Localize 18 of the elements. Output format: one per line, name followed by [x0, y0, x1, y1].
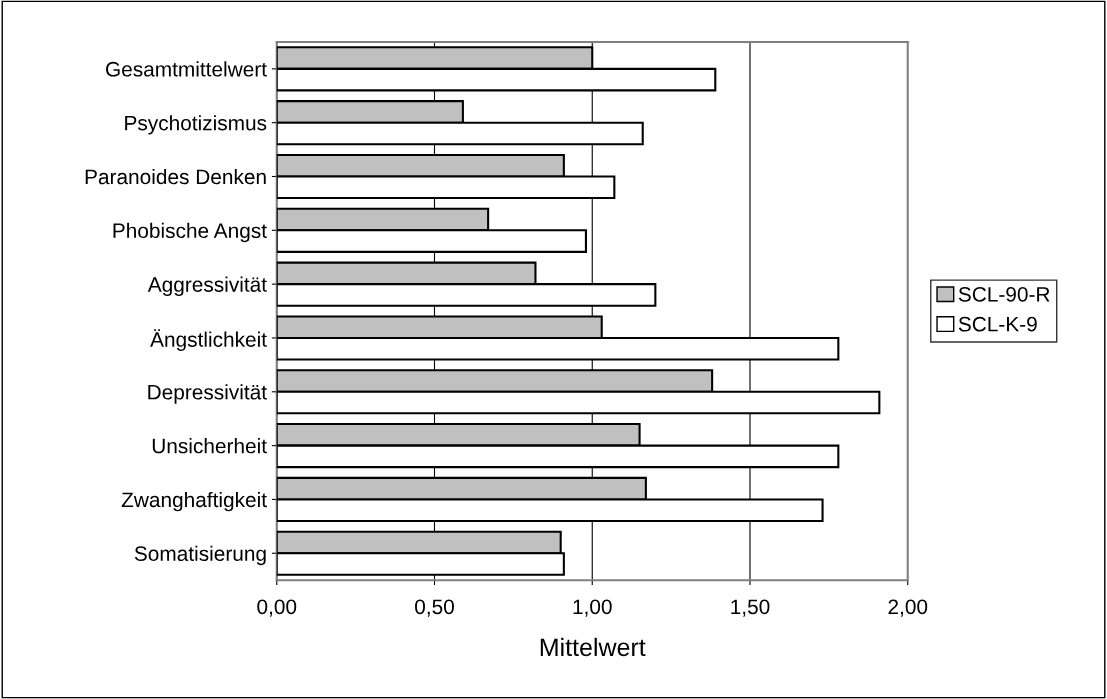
- y-tick-label: Gesamtmittelwert: [106, 61, 267, 77]
- y-tick-label: Psychotizismus: [125, 115, 267, 135]
- y-tick-label: Depressivität: [148, 384, 267, 404]
- y-tick-label: Zwanghaftigkeit: [121, 491, 267, 512]
- x-tick-label: 2,00: [888, 599, 928, 617]
- legend-label: SCL-90-R: [958, 286, 1050, 302]
- y-tick-label: Unsicherheit: [152, 438, 267, 454]
- x-tick-label: 0,00: [257, 599, 297, 617]
- y-tick-label: Phobische Angst: [113, 222, 267, 243]
- x-tick-label: 0,50: [415, 599, 454, 617]
- y-tick-label: Ängstlichkeit: [150, 329, 267, 352]
- x-tick-label: 1,00: [573, 599, 612, 617]
- legend-label: SCL-K-9: [958, 316, 1037, 332]
- y-tick-label: Aggressivität: [147, 276, 267, 297]
- x-axis-title: Mittelwert: [540, 637, 646, 657]
- y-tick-label: Somatisierung: [134, 545, 266, 566]
- x-tick-label: 1,50: [731, 599, 770, 617]
- y-tick-label: Paranoides Denken: [85, 168, 266, 185]
